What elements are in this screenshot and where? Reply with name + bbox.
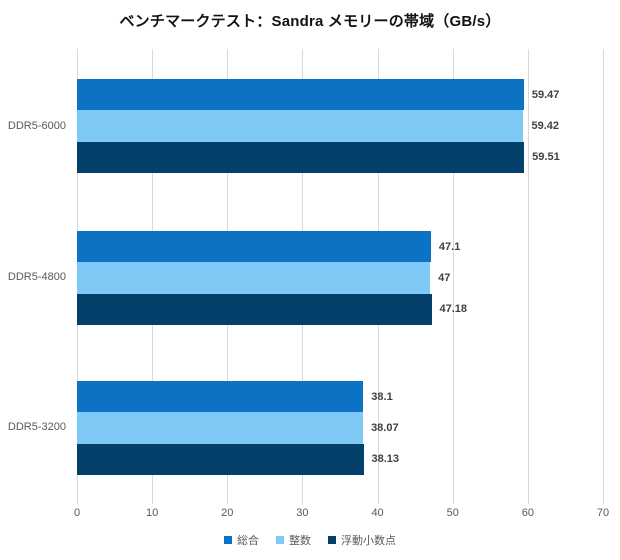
legend-swatch-icon xyxy=(328,536,336,544)
gridline xyxy=(527,49,529,498)
x-tick-label: 50 xyxy=(446,507,459,519)
bar-value-label: 47.18 xyxy=(439,303,468,316)
bar-float xyxy=(77,443,364,476)
legend-item-overall: 総合 xyxy=(224,532,259,548)
bar-value-label: 59.47 xyxy=(531,88,560,101)
x-tick-label: 0 xyxy=(73,507,81,519)
legend-item-integer: 整数 xyxy=(276,532,311,548)
bar-row: 59.42 xyxy=(77,110,603,142)
bar-row: 47.18 xyxy=(77,293,603,326)
x-tick-label: 40 xyxy=(371,507,384,519)
x-tick-label: 20 xyxy=(221,507,234,519)
x-tick-mark xyxy=(527,498,529,504)
legend: 総合 整数 浮動小数点 xyxy=(0,532,620,548)
bar-row: 59.51 xyxy=(77,141,603,174)
legend-label: 総合 xyxy=(237,535,259,547)
legend-item-float: 浮動小数点 xyxy=(328,532,396,548)
category-label-ddr5-6000: DDR5-6000 xyxy=(7,120,66,132)
x-tick-mark xyxy=(452,498,454,504)
bar-value-label: 38.07 xyxy=(371,422,399,435)
legend-label: 浮動小数点 xyxy=(341,535,396,547)
x-tick-mark xyxy=(302,498,304,504)
category-label-ddr5-4800: DDR5-4800 xyxy=(7,271,66,283)
x-tick-label: 30 xyxy=(296,507,309,519)
x-tick-mark xyxy=(152,498,154,504)
bar-value-label: 47 xyxy=(438,272,451,285)
bar-row: 38.1 xyxy=(77,381,603,413)
bar-float xyxy=(77,141,525,174)
bar-row: 38.13 xyxy=(77,443,603,476)
bar-value-label: 47.1 xyxy=(438,240,461,253)
bar-integer xyxy=(77,262,431,294)
bar-integer xyxy=(77,110,524,142)
bar-group-ddr5-3200: 38.1 38.07 38.13 xyxy=(77,381,603,476)
bar-value-label: 59.42 xyxy=(531,120,560,133)
bar-row: 38.07 xyxy=(77,412,603,444)
legend-swatch-icon xyxy=(224,536,232,544)
category-label-ddr5-3200: DDR5-3200 xyxy=(7,421,66,433)
x-tick-mark xyxy=(227,498,229,504)
bar-row: 59.47 xyxy=(77,79,603,111)
x-tick-label: 60 xyxy=(521,507,534,519)
plot-area: 0 10 20 30 40 50 60 70 59.47 59.42 59.51 xyxy=(74,49,609,519)
x-tick-mark xyxy=(603,498,604,504)
bar-row: 47 xyxy=(77,262,603,294)
bar-row: 47.1 xyxy=(77,231,603,263)
x-tick-label: 70 xyxy=(596,507,610,519)
bar-value-label: 59.51 xyxy=(532,151,560,164)
bar-value-label: 38.1 xyxy=(371,390,393,403)
bar-group-ddr5-6000: 59.47 59.42 59.51 xyxy=(77,79,603,174)
bar-overall xyxy=(77,231,431,263)
legend-swatch-icon xyxy=(276,536,284,544)
x-tick-mark xyxy=(377,498,379,504)
chart-title: ベンチマークテスト：Sandra メモリーの帯域（GB/s） xyxy=(119,13,501,30)
bar-value-label: 38.13 xyxy=(371,453,400,466)
bar-group-ddr5-4800: 47.1 47 47.18 xyxy=(77,231,603,326)
bar-overall xyxy=(77,381,364,413)
bar-overall xyxy=(77,79,524,111)
gridline xyxy=(452,49,454,498)
legend-label: 整数 xyxy=(289,535,311,547)
x-tick-label: 10 xyxy=(146,507,159,519)
bar-integer xyxy=(77,412,364,444)
bar-float xyxy=(77,293,432,326)
gridline xyxy=(603,49,604,498)
x-tick-mark xyxy=(77,498,78,504)
